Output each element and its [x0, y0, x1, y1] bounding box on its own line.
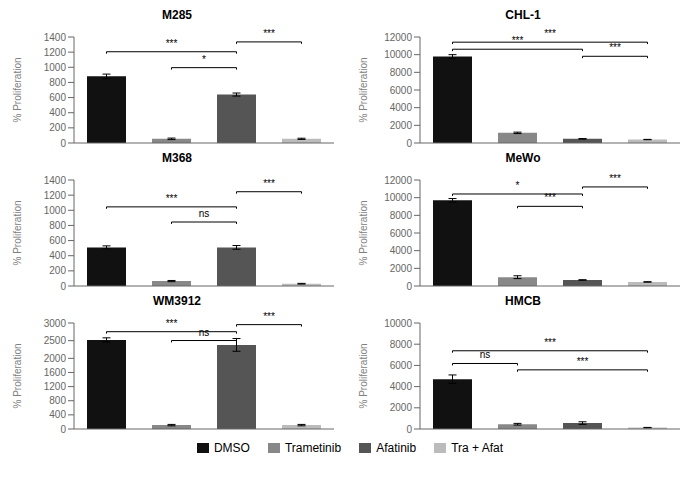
svg-text:0: 0	[60, 424, 66, 435]
svg-text:3000: 3000	[44, 318, 67, 329]
svg-text:% Proliferation: % Proliferation	[358, 57, 369, 122]
svg-text:***: ***	[512, 35, 524, 46]
svg-text:ns: ns	[199, 208, 210, 219]
html-text:Trametinib: Trametinib	[284, 441, 342, 455]
svg-text:6000: 6000	[390, 360, 413, 371]
svg-text:% Proliferation: % Proliferation	[12, 343, 23, 408]
svg-text:800: 800	[49, 77, 66, 88]
svg-text:2000: 2000	[390, 402, 413, 413]
svg-text:***: ***	[609, 42, 621, 53]
html-text:M368: M368	[162, 151, 192, 165]
svg-text:2000: 2000	[390, 263, 413, 274]
svg-text:4000: 4000	[390, 245, 413, 256]
html-text:HMCB: HMCB	[505, 294, 541, 308]
svg-text:*: *	[516, 180, 520, 191]
svg-text:ns: ns	[480, 349, 491, 360]
svg-text:***: ***	[166, 193, 178, 204]
svg-text:400: 400	[49, 107, 66, 118]
svg-text:4000: 4000	[390, 381, 413, 392]
svg-text:***: ***	[577, 356, 589, 367]
svg-text:12000: 12000	[384, 175, 412, 186]
svg-text:***: ***	[609, 173, 621, 184]
svg-text:***: ***	[263, 311, 275, 322]
svg-text:12000: 12000	[384, 32, 412, 43]
svg-text:1400: 1400	[44, 175, 67, 186]
svg-text:1000: 1000	[44, 205, 67, 216]
svg-text:1400: 1400	[44, 32, 67, 43]
html-text:Tra + Afat: Tra + Afat	[451, 441, 504, 455]
svg-text:10000: 10000	[384, 318, 412, 329]
svg-text:*: *	[202, 54, 206, 65]
svg-text:***: ***	[544, 192, 556, 203]
svg-text:1200: 1200	[44, 381, 67, 392]
svg-text:200: 200	[49, 122, 66, 133]
svg-text:800: 800	[49, 395, 66, 406]
svg-text:0: 0	[60, 281, 66, 292]
svg-text:0: 0	[406, 138, 412, 149]
svg-text:ns: ns	[199, 327, 210, 338]
svg-text:***: ***	[544, 337, 556, 348]
svg-text:1200: 1200	[44, 47, 67, 58]
svg-text:***: ***	[166, 38, 178, 49]
svg-text:8000: 8000	[390, 339, 413, 350]
svg-text:400: 400	[49, 409, 66, 420]
svg-text:2000: 2000	[44, 353, 67, 364]
svg-text:800: 800	[49, 220, 66, 231]
svg-text:***: ***	[263, 178, 275, 189]
svg-text:6000: 6000	[390, 228, 413, 239]
svg-text:600: 600	[49, 92, 66, 103]
svg-text:***: ***	[166, 318, 178, 329]
svg-text:2500: 2500	[44, 335, 67, 346]
svg-text:4000: 4000	[390, 102, 413, 113]
svg-text:8000: 8000	[390, 67, 413, 78]
svg-text:% Proliferation: % Proliferation	[12, 57, 23, 122]
svg-text:10000: 10000	[384, 49, 412, 60]
svg-text:8000: 8000	[390, 210, 413, 221]
svg-text:***: ***	[544, 28, 556, 39]
svg-text:6000: 6000	[390, 85, 413, 96]
svg-text:2000: 2000	[390, 120, 413, 131]
svg-text:% Proliferation: % Proliferation	[358, 200, 369, 265]
html-text:M285: M285	[162, 8, 192, 22]
svg-text:600: 600	[49, 235, 66, 246]
html-text:MeWo: MeWo	[505, 151, 541, 165]
svg-text:1600: 1600	[44, 367, 67, 378]
svg-text:200: 200	[49, 265, 66, 276]
html-text:CHL-1: CHL-1	[505, 8, 541, 22]
svg-text:***: ***	[263, 28, 275, 39]
svg-text:% Proliferation: % Proliferation	[358, 343, 369, 408]
svg-text:1000: 1000	[44, 62, 67, 73]
svg-text:0: 0	[406, 424, 412, 435]
svg-text:1200: 1200	[44, 190, 67, 201]
svg-text:0: 0	[60, 138, 66, 149]
svg-text:0: 0	[406, 281, 412, 292]
svg-text:10000: 10000	[384, 192, 412, 203]
html-text:Afatinib: Afatinib	[376, 441, 417, 455]
svg-text:% Proliferation: % Proliferation	[12, 200, 23, 265]
html-text:WM3912: WM3912	[153, 294, 201, 308]
html-text:DMSO: DMSO	[213, 441, 250, 455]
svg-text:400: 400	[49, 250, 66, 261]
